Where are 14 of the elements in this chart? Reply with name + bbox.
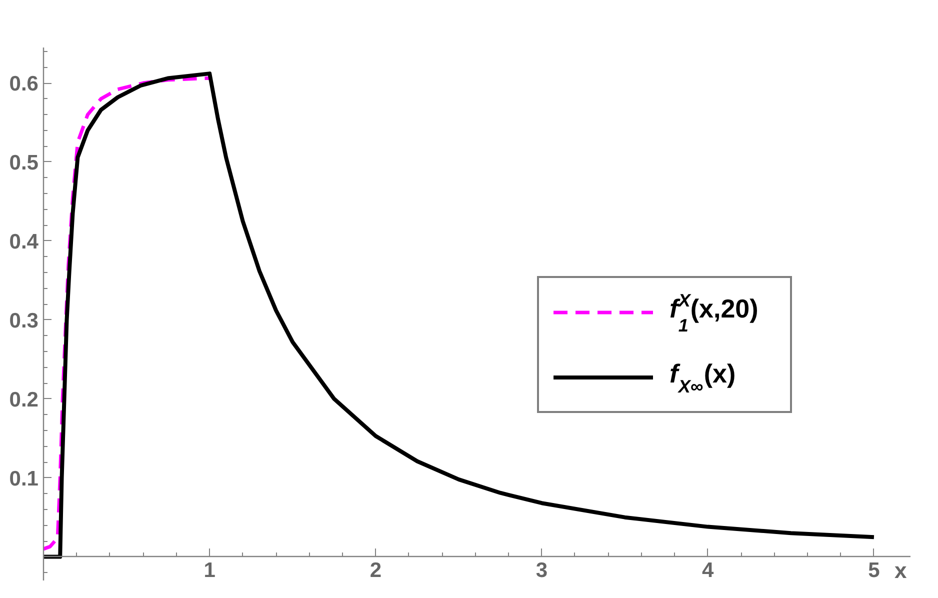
y-tick-label: 0.6: [9, 72, 39, 96]
x-axis-title: x: [894, 558, 908, 583]
y-tick-label: 0.5: [9, 151, 39, 174]
x-tick-label: 3: [536, 558, 548, 582]
x-tick-label: 1: [204, 558, 216, 582]
y-tick-label: 0.3: [9, 309, 39, 332]
y-tick-label: 0.2: [9, 388, 39, 412]
line-series: [44, 76, 212, 551]
y-tick-label: 0.1: [9, 467, 39, 490]
line-series: [44, 72, 876, 559]
x-tick-label: 4: [702, 558, 714, 582]
y-tick-label: 0.4: [9, 230, 39, 254]
x-tick-label: 5: [868, 558, 880, 582]
x-tick-label: 2: [370, 558, 382, 582]
